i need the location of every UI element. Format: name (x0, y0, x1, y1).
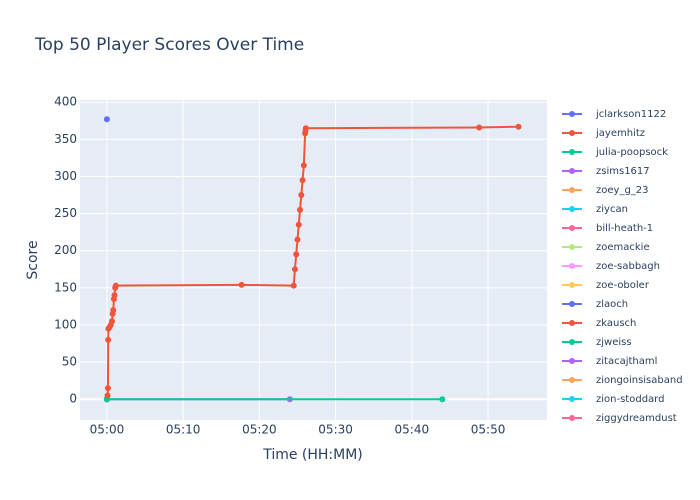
y-tick-label: 100 (54, 317, 77, 331)
x-tick-label: 05:50 (471, 423, 506, 437)
y-tick-label: 200 (54, 243, 77, 257)
legend-marker[interactable] (569, 301, 575, 307)
legend-marker[interactable] (569, 149, 575, 155)
y-axis-label: Score (25, 240, 41, 279)
y-tick-label: 250 (54, 206, 77, 220)
data-point (294, 236, 301, 243)
x-tick-label: 05:30 (318, 423, 353, 437)
data-point (300, 162, 307, 169)
legend-marker[interactable] (569, 415, 575, 421)
data-point (103, 116, 110, 123)
legend-label[interactable]: zitacajthaml (596, 356, 657, 367)
legend-marker[interactable] (569, 377, 575, 383)
legend-label[interactable]: zkausch (596, 318, 636, 329)
plot-area (103, 116, 522, 403)
legend-label[interactable]: jayemhitz (595, 128, 645, 139)
data-point (295, 221, 302, 228)
data-point (111, 292, 118, 299)
grid (80, 100, 547, 420)
legend-marker[interactable] (569, 396, 575, 402)
data-point (297, 206, 304, 213)
legend-label[interactable]: ziongoinsisaband (596, 375, 683, 386)
x-tick-label: 05:00 (90, 423, 125, 437)
legend-marker[interactable] (569, 187, 575, 193)
data-point (291, 266, 298, 273)
data-point (515, 123, 522, 130)
legend[interactable]: jclarkson1122 jayemhitz julia-poopsock zsim… (562, 109, 683, 424)
plot-background (80, 100, 547, 420)
y-tick-label: 50 (62, 355, 77, 369)
data-point (290, 282, 297, 289)
legend-label[interactable]: zoe-oboler (596, 280, 650, 291)
x-tick-label: 05:40 (395, 423, 430, 437)
data-point (104, 385, 111, 392)
data-point (302, 125, 309, 132)
x-axis-label: Time (HH:MM) (262, 447, 363, 463)
legend-label[interactable]: zsims1617 (596, 166, 650, 177)
legend-marker[interactable] (569, 225, 575, 231)
data-point (104, 392, 111, 399)
legend-marker[interactable] (569, 244, 575, 250)
data-point (298, 192, 305, 199)
data-point (439, 396, 446, 403)
legend-label[interactable]: zjweiss (596, 337, 632, 348)
x-tick-label: 05:20 (242, 423, 277, 437)
data-point (476, 124, 483, 131)
legend-marker[interactable] (569, 339, 575, 345)
legend-marker[interactable] (569, 320, 575, 326)
data-point (238, 281, 245, 288)
data-point (293, 251, 300, 258)
legend-label[interactable]: ziycan (596, 204, 628, 215)
legend-marker[interactable] (569, 358, 575, 364)
y-tick-label: 300 (54, 169, 77, 183)
data-point (112, 282, 119, 289)
legend-marker[interactable] (569, 168, 575, 174)
legend-label[interactable]: julia-poopsock (595, 147, 668, 158)
legend-label[interactable]: zoe-sabbagh (596, 261, 660, 272)
legend-label[interactable]: zlaoch (596, 299, 628, 310)
legend-marker[interactable] (569, 111, 575, 117)
data-point (105, 336, 112, 343)
x-tick-label: 05:10 (166, 423, 201, 437)
legend-label[interactable]: ziggydreamdust (596, 413, 677, 424)
data-point (110, 307, 117, 314)
y-tick-label: 400 (54, 95, 77, 109)
legend-marker[interactable] (569, 130, 575, 136)
y-tick-label: 150 (54, 280, 77, 294)
chart-title: Top 50 Player Scores Over Time (34, 35, 304, 55)
legend-label[interactable]: zion-stoddard (596, 394, 664, 405)
data-point (299, 177, 306, 184)
legend-marker[interactable] (569, 282, 575, 288)
legend-label[interactable]: bill-heath-1 (596, 223, 653, 234)
data-point (109, 318, 116, 325)
legend-marker[interactable] (569, 263, 575, 269)
legend-marker[interactable] (569, 206, 575, 212)
legend-label[interactable]: jclarkson1122 (595, 109, 666, 120)
y-tick-label: 0 (69, 392, 77, 406)
legend-label[interactable]: zoey_g_23 (596, 185, 649, 196)
y-tick-label: 350 (54, 132, 77, 146)
legend-label[interactable]: zoemackie (596, 242, 650, 253)
